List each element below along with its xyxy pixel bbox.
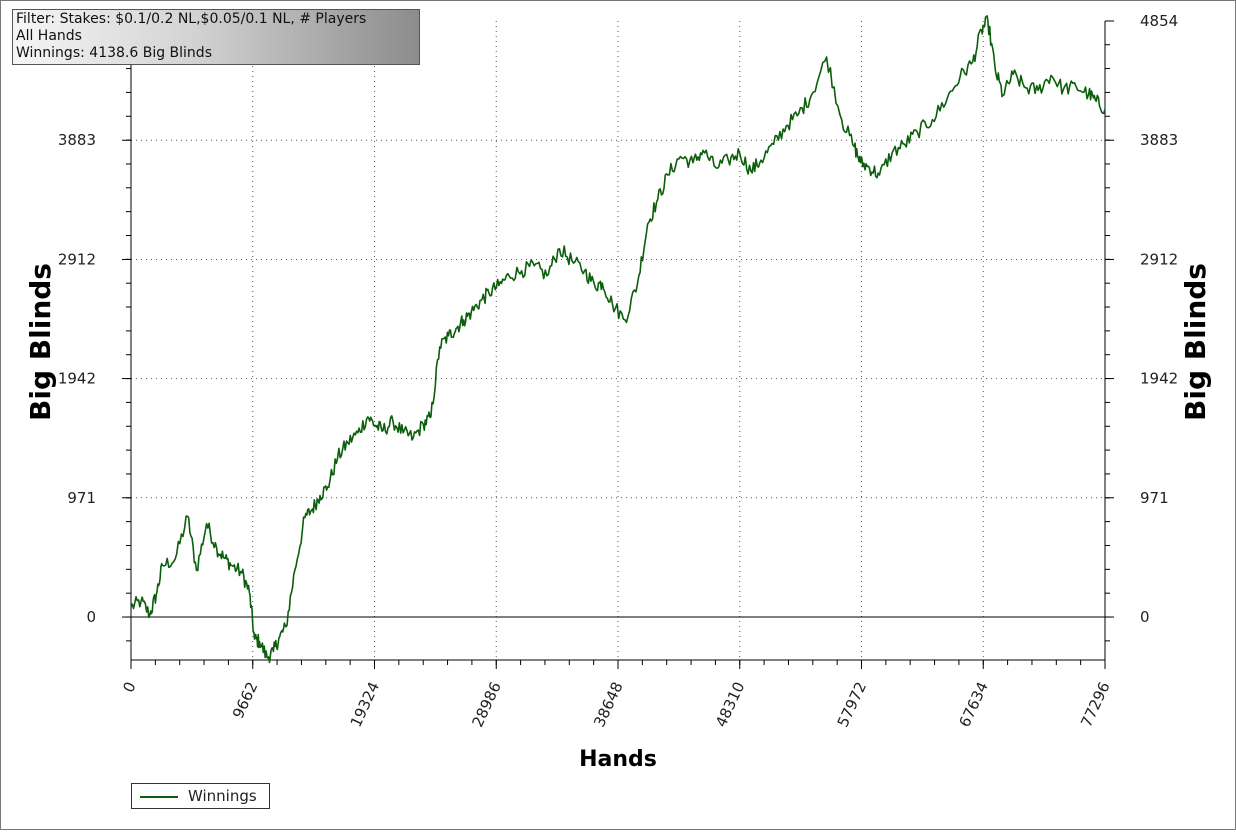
y-tick-label-right: 4854 bbox=[1140, 12, 1178, 30]
winnings-line bbox=[130, 15, 1106, 664]
axes bbox=[122, 20, 1114, 669]
grid-lines bbox=[131, 21, 1105, 660]
y-tick-label-right: 971 bbox=[1140, 489, 1169, 507]
filter-info-box: Filter: Stakes: $0.1/0.2 NL,$0.05/0.1 NL… bbox=[12, 9, 420, 65]
y-tick-label-right: 1942 bbox=[1140, 370, 1178, 388]
y-tick-label-right: 0 bbox=[1140, 608, 1150, 626]
filter-winnings-text: Winnings: 4138.6 Big Blinds bbox=[16, 45, 212, 61]
y-axis-title-left: Big Blinds bbox=[24, 263, 57, 421]
y-axis-title-right: Big Blinds bbox=[1179, 263, 1212, 421]
legend-label: Winnings bbox=[188, 787, 257, 805]
y-tick-label-right: 3883 bbox=[1140, 131, 1178, 149]
legend: Winnings bbox=[131, 783, 270, 809]
y-tick-label-left: 3883 bbox=[58, 131, 96, 149]
y-tick-label-left: 971 bbox=[67, 489, 96, 507]
series-layer bbox=[130, 15, 1106, 664]
x-axis-title: Hands bbox=[579, 747, 657, 772]
filter-stakes-text: Filter: Stakes: $0.1/0.2 NL,$0.05/0.1 NL… bbox=[16, 11, 367, 27]
y-tick-label-left: 2912 bbox=[58, 250, 96, 268]
y-tick-label-right: 2912 bbox=[1140, 250, 1178, 268]
y-tick-label-left: 0 bbox=[86, 608, 96, 626]
filter-hands-text: All Hands bbox=[16, 28, 82, 44]
y-tick-label-left: 1942 bbox=[58, 370, 96, 388]
legend-swatch bbox=[140, 796, 178, 798]
